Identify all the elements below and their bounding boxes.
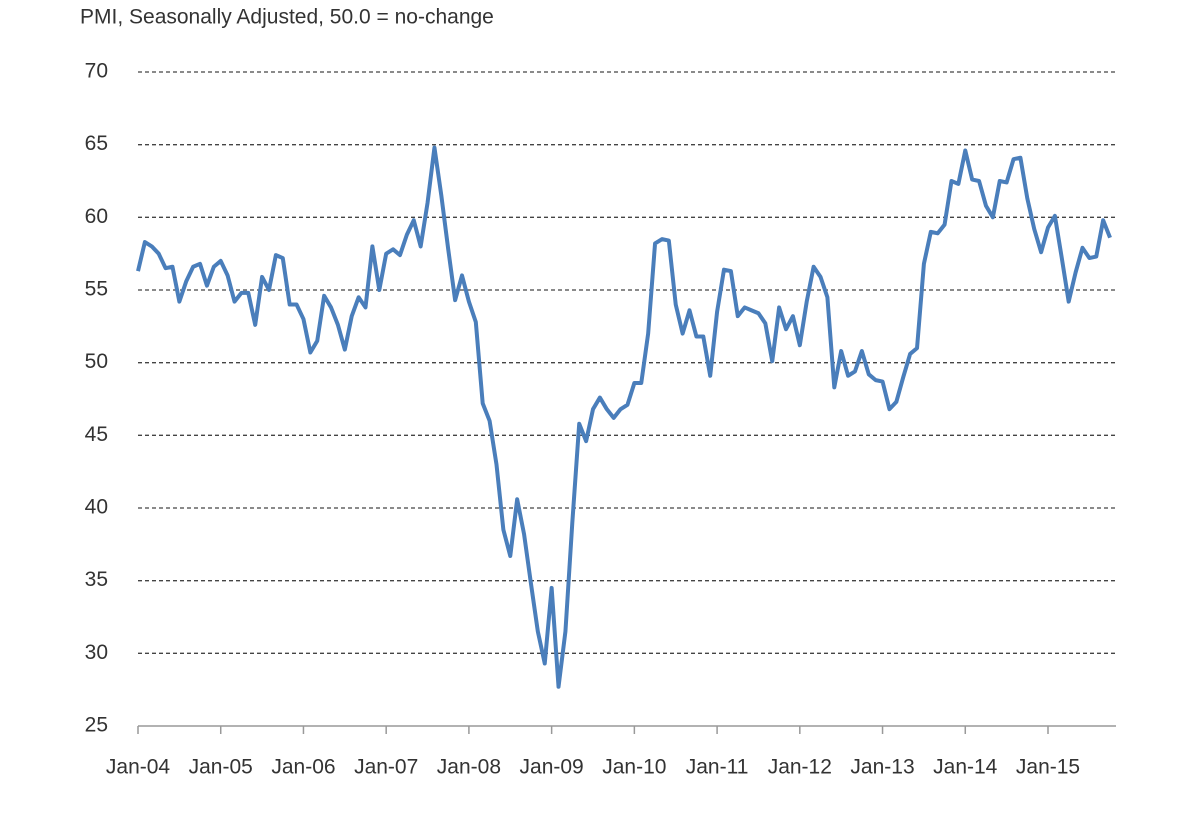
x-tick-label: Jan-07 — [354, 756, 418, 779]
y-tick-label: 65 — [85, 132, 108, 155]
chart-title: PMI, Seasonally Adjusted, 50.0 = no-chan… — [80, 6, 494, 29]
y-tick-label: 35 — [85, 568, 108, 591]
y-tick-label: 40 — [85, 496, 108, 519]
line — [136, 145, 1112, 689]
y-tick-label: 55 — [85, 278, 108, 301]
y-tick-label: 70 — [85, 60, 108, 83]
x-tick-label: Jan-08 — [437, 756, 501, 779]
x-tick-label: Jan-05 — [189, 756, 253, 779]
x-tick-label: Jan-09 — [520, 756, 584, 779]
x-tick-label: Jan-13 — [850, 756, 914, 779]
y-tick-label: 25 — [85, 714, 108, 737]
y-tick-label: 50 — [85, 350, 108, 373]
x-tick-label: Jan-06 — [271, 756, 335, 779]
x-tick-label: Jan-12 — [768, 756, 832, 779]
x-tick-label: Jan-10 — [602, 756, 666, 779]
x-tick-label: Jan-11 — [686, 756, 749, 779]
x-tick-label: Jan-04 — [106, 756, 171, 779]
y-tick-label: 30 — [85, 641, 108, 664]
y-tick-label: 60 — [85, 205, 108, 228]
y-tick-label: 45 — [85, 423, 108, 446]
x-tick-label: Jan-15 — [1016, 756, 1080, 779]
x-tick-label: Jan-14 — [933, 756, 998, 779]
